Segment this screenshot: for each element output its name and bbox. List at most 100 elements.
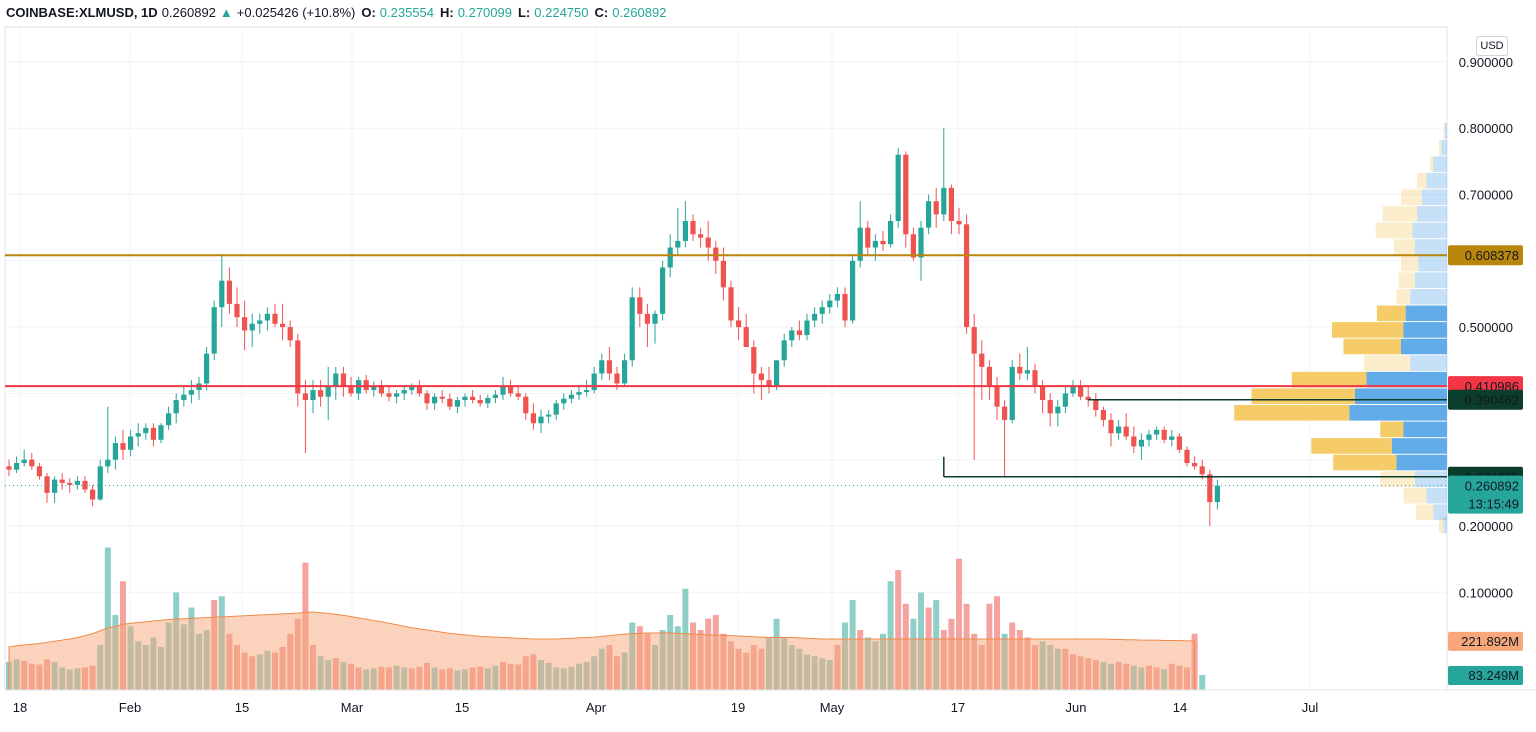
candle-body [865, 227, 871, 248]
time-axis[interactable]: 18 Feb 15 Mar 15 Apr 19 May 17 Jun 14 Jul [5, 689, 1536, 715]
candle-body [850, 260, 856, 321]
candle-body [1146, 434, 1152, 440]
profile-down-bar [1417, 172, 1427, 189]
candle-body [1108, 419, 1114, 434]
candle-body [796, 330, 802, 336]
grid [4, 26, 1448, 691]
candle-body [918, 227, 924, 258]
symbol-title: COINBASE:XLMUSD, 1D [6, 4, 158, 20]
candle-body [120, 443, 126, 450]
candle-body [318, 390, 324, 397]
close-value: 0.260892 [612, 4, 667, 20]
candle-body [523, 396, 529, 414]
candle-body [530, 413, 536, 424]
candle-body [105, 459, 111, 467]
open-label: O: [361, 4, 376, 20]
candle-body [1085, 396, 1091, 401]
volume-bar [104, 547, 111, 690]
candle-body [219, 280, 225, 308]
profile-down-bar [1251, 388, 1355, 405]
candle-body [1009, 366, 1015, 420]
candle-body [424, 393, 430, 404]
candle-body [812, 313, 818, 321]
profile-down-bar [1394, 239, 1415, 255]
candle-body [1100, 409, 1106, 420]
volume-ma-badge [1448, 631, 1523, 651]
horizontal-lines[interactable] [5, 254, 1447, 487]
candle-body [903, 154, 909, 235]
price-axis[interactable]: 0.100000 0.200000 0.500000 0.700000 0.800000… [1448, 55, 1523, 685]
candle-body [1192, 463, 1198, 467]
candles[interactable] [6, 128, 1220, 526]
high-label: H: [440, 4, 454, 20]
x-tick-label: Mar [341, 700, 364, 715]
candle-body [880, 240, 886, 245]
candle-body [941, 187, 947, 215]
plot-area [4, 26, 1448, 691]
candle-body [1017, 366, 1023, 374]
candle-body [933, 201, 939, 215]
candle-body [211, 307, 217, 354]
candle-body [599, 360, 605, 374]
candle-body [1214, 485, 1220, 503]
candle-body [553, 403, 559, 415]
candle-body [143, 427, 149, 434]
candle-body [971, 327, 977, 354]
candle-body [629, 297, 635, 361]
candle-body [956, 221, 962, 225]
candle-body [112, 443, 118, 460]
profile-up-bar [1391, 438, 1447, 454]
profile-down-bar [1380, 471, 1415, 487]
candle-body [713, 247, 719, 261]
x-tick-label: 19 [731, 700, 745, 715]
volume-bar [956, 558, 962, 690]
candle-body [561, 398, 567, 404]
volume-bar [895, 570, 902, 690]
candle-body [1040, 386, 1046, 401]
candle-body [1116, 426, 1122, 434]
dark-line-price-label-bg [1448, 389, 1523, 410]
candle-body [1138, 439, 1144, 447]
high-value: 0.270099 [457, 4, 512, 20]
candle-body [667, 247, 673, 268]
candle-body [477, 400, 483, 404]
candle-body [637, 297, 643, 314]
candle-body [1070, 386, 1076, 394]
x-tick-label: Feb [119, 700, 141, 715]
candle-body [416, 386, 422, 394]
candle-body [302, 393, 308, 401]
candle-body [173, 400, 179, 414]
candle-body [622, 360, 628, 384]
candle-body [1093, 400, 1099, 410]
candle-body [21, 459, 27, 464]
candle-body [508, 386, 514, 394]
candle-body [926, 201, 932, 228]
y-tick-label: 0.800000 [1459, 121, 1513, 136]
candle-body [1207, 474, 1213, 503]
candle-body [705, 237, 711, 248]
volume-bar [1199, 675, 1206, 690]
profile-down-bar [1401, 189, 1422, 206]
candle-body [6, 466, 12, 470]
profile-up-bar [1401, 338, 1447, 355]
candle-body [492, 394, 498, 399]
y-tick-label: 0.900000 [1459, 55, 1513, 70]
candle-body [432, 396, 438, 404]
candle-body [135, 433, 141, 437]
currency-button[interactable]: USD [1476, 36, 1508, 56]
candle-body [948, 187, 954, 222]
candle-body [660, 267, 666, 314]
profile-up-bar [1412, 222, 1447, 239]
x-tick-label: 14 [1173, 700, 1187, 715]
x-tick-label: 18 [13, 700, 27, 715]
candle-body [1161, 429, 1167, 440]
profile-up-bar [1396, 454, 1447, 471]
x-tick-label: 17 [951, 700, 965, 715]
profile-up-bar [1433, 504, 1447, 521]
candle-body [401, 390, 407, 394]
candle-body [774, 360, 780, 387]
candle-body [74, 480, 80, 485]
profile-down-bar [1443, 123, 1445, 139]
candle-body [584, 390, 590, 393]
